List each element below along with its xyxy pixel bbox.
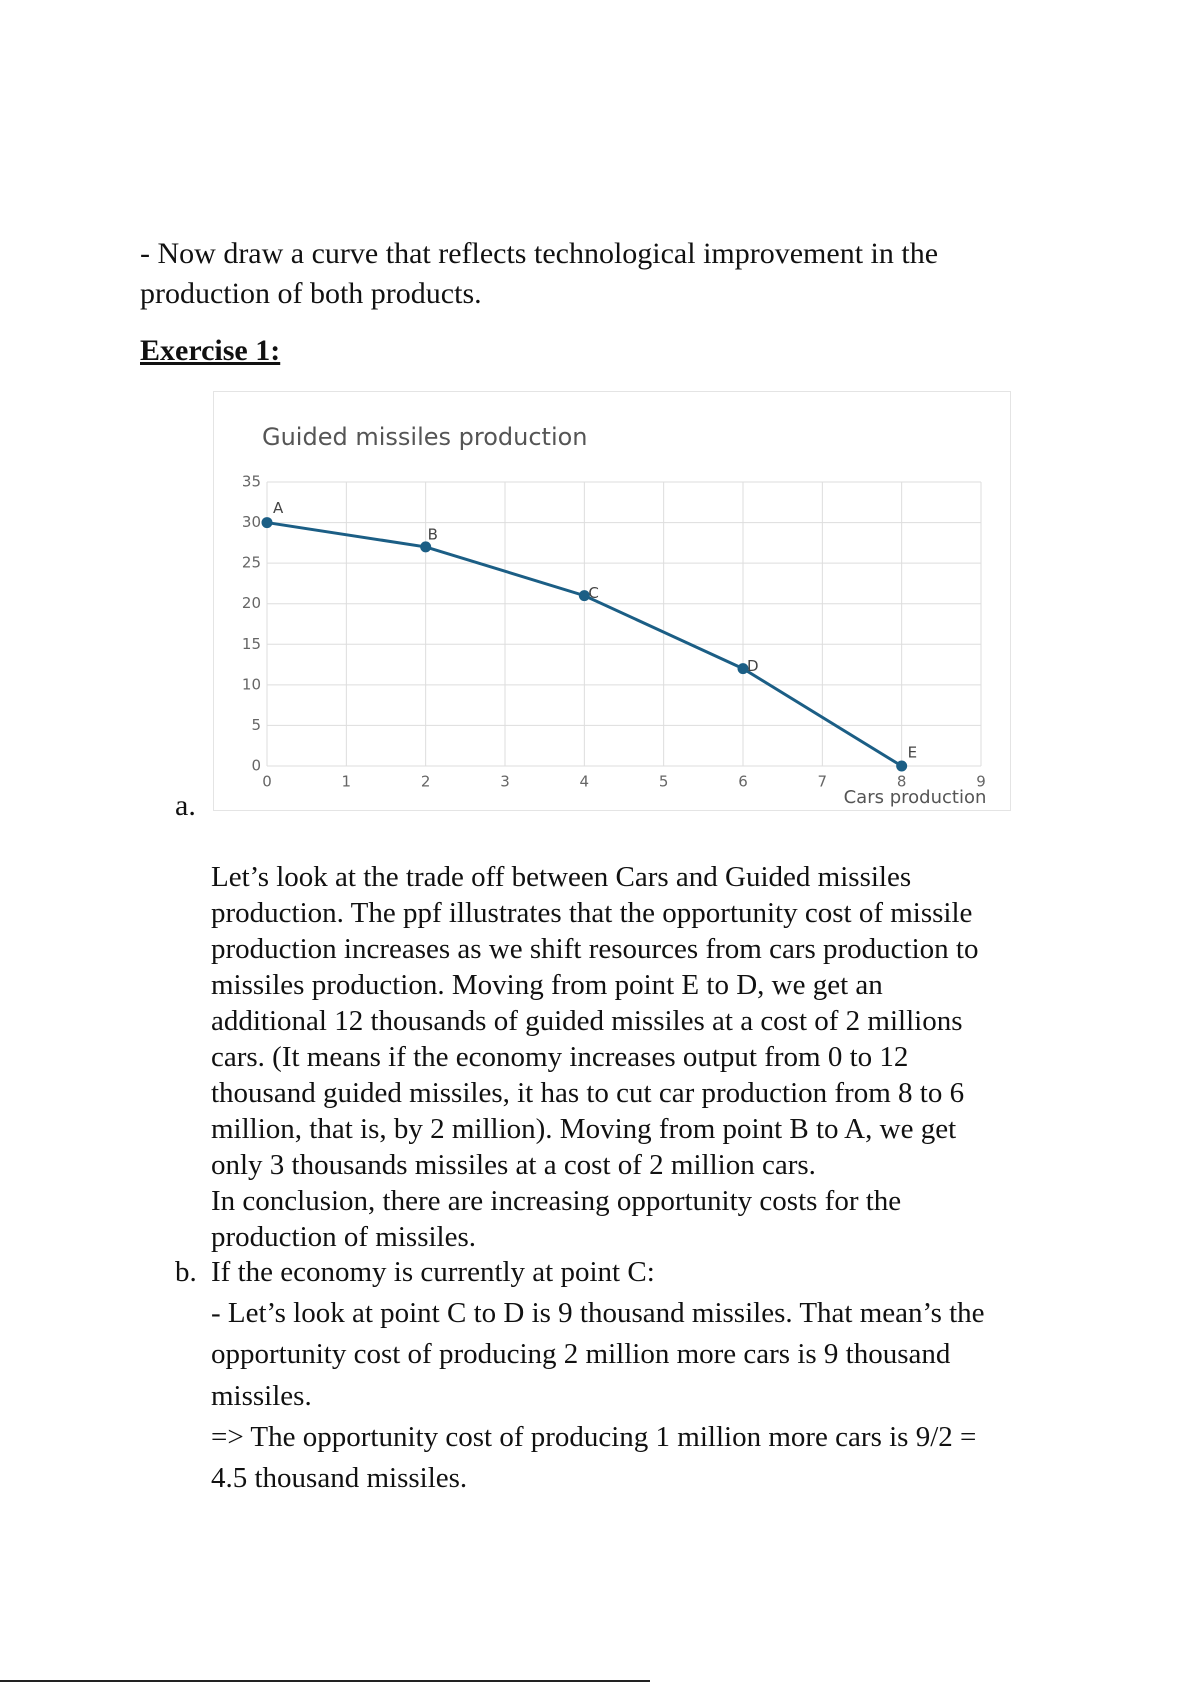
y-tick-label: 25 bbox=[242, 554, 261, 572]
paragraph-line: production of missiles. bbox=[211, 1221, 477, 1253]
intro-line: - Now draw a curve that reflects technol… bbox=[140, 237, 939, 270]
data-point bbox=[578, 590, 590, 602]
x-tick-label: 6 bbox=[738, 773, 748, 791]
x-axis-label: Cars production bbox=[844, 787, 987, 808]
intro-line: production of both products. bbox=[140, 277, 482, 310]
data-point bbox=[896, 760, 908, 772]
paragraph-line: 4.5 thousand missiles. bbox=[211, 1462, 468, 1495]
paragraph-line: only 3 thousands missiles at a cost of 2… bbox=[211, 1149, 816, 1181]
heading: Exercise 1: bbox=[140, 334, 281, 367]
point-label: C bbox=[588, 584, 598, 602]
chart: Guided missiles production Cars producti… bbox=[213, 391, 1011, 811]
y-tick-label: 10 bbox=[242, 675, 261, 693]
paragraph-line: thousand guided missiles, it has to cut … bbox=[211, 1077, 965, 1109]
paragraph-line: => The opportunity cost of producing 1 m… bbox=[211, 1420, 977, 1453]
point-label: E bbox=[908, 744, 917, 762]
y-tick-label: 35 bbox=[242, 473, 261, 491]
list-marker: b. bbox=[175, 1256, 197, 1288]
paragraph-line: opportunity cost of producing 2 million … bbox=[211, 1338, 951, 1371]
data-point bbox=[261, 517, 273, 529]
data-point bbox=[737, 663, 749, 675]
x-tick-label: 9 bbox=[976, 773, 986, 791]
paragraph-line: Let’s look at the trade off between Cars… bbox=[211, 861, 912, 893]
y-tick-label: 0 bbox=[251, 757, 261, 775]
paragraph-line: additional 12 thousands of guided missil… bbox=[211, 1005, 963, 1037]
y-tick-label: 5 bbox=[251, 716, 261, 734]
paragraph-line: missiles. bbox=[211, 1379, 312, 1412]
y-tick-label: 30 bbox=[242, 513, 261, 531]
point-label: B bbox=[428, 525, 438, 543]
paragraph-line: million, that is, by 2 million). Moving … bbox=[211, 1113, 957, 1145]
paragraph-line: production. The ppf illustrates that the… bbox=[211, 897, 973, 929]
x-tick-label: 5 bbox=[659, 773, 669, 791]
x-tick-label: 0 bbox=[262, 773, 272, 791]
x-tick-label: 7 bbox=[818, 773, 828, 791]
y-tick-label: 20 bbox=[242, 594, 261, 612]
chart-frame bbox=[213, 391, 1011, 811]
y-tick-label: 15 bbox=[242, 635, 261, 653]
paragraph-line: missiles production. Moving from point E… bbox=[211, 969, 883, 1001]
list-title: If the economy is currently at point C: bbox=[211, 1256, 655, 1288]
footer-rule bbox=[0, 1680, 650, 1682]
paragraph-line: - Let’s look at point C to D is 9 thousa… bbox=[211, 1297, 985, 1329]
list-marker: a. bbox=[175, 789, 196, 822]
x-tick-label: 2 bbox=[421, 773, 431, 791]
x-tick-label: 3 bbox=[500, 773, 510, 791]
point-label: A bbox=[273, 499, 284, 517]
chart-title: Guided missiles production bbox=[262, 423, 588, 451]
x-tick-label: 8 bbox=[897, 773, 907, 791]
point-label: D bbox=[747, 657, 759, 675]
x-tick-label: 4 bbox=[580, 773, 590, 791]
paragraph-line: In conclusion, there are increasing oppo… bbox=[211, 1185, 902, 1217]
data-point bbox=[420, 541, 432, 553]
x-tick-label: 1 bbox=[342, 773, 352, 791]
paragraph-line: cars. (It means if the economy increases… bbox=[211, 1041, 909, 1073]
paragraph-line: production increases as we shift resourc… bbox=[211, 933, 979, 965]
